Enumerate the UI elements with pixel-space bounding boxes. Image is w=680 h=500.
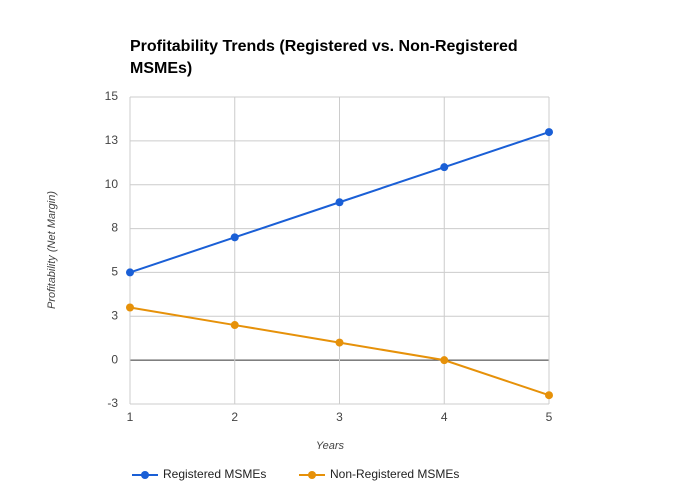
x-tick-label: 5: [546, 410, 553, 424]
y-tick-label: 0: [111, 352, 118, 366]
legend-marker: [141, 471, 149, 479]
data-point: [440, 163, 449, 172]
data-point: [440, 356, 449, 365]
y-tick-label: 10: [105, 177, 119, 191]
y-axis-label: Profitability (Net Margin): [46, 191, 58, 309]
y-tick-label: 3: [111, 308, 118, 322]
data-point: [230, 233, 239, 242]
data-point: [126, 268, 134, 277]
x-tick-label: 4: [441, 410, 448, 424]
y-tick-label: -3: [107, 396, 118, 410]
x-tick-label: 1: [127, 410, 134, 424]
data-point: [126, 303, 134, 312]
legend-marker: [308, 471, 316, 479]
chart-title: Profitability Trends (Registered vs. Non…: [130, 38, 518, 77]
y-tick-label: 15: [105, 89, 119, 103]
data-point: [545, 391, 553, 400]
y-tick-label: 5: [111, 265, 118, 279]
y-tick-label: 8: [111, 221, 118, 235]
data-point: [335, 338, 344, 347]
legend-label: Registered MSMEs: [163, 467, 266, 481]
data-point: [545, 128, 553, 137]
y-tick-label: 13: [105, 133, 119, 147]
legend-label: Non-Registered MSMEs: [330, 467, 459, 481]
data-point: [335, 198, 344, 207]
x-tick-label: 3: [336, 410, 343, 424]
data-point: [230, 321, 239, 330]
x-axis-label: Years: [316, 440, 345, 452]
x-tick-label: 2: [231, 410, 238, 424]
